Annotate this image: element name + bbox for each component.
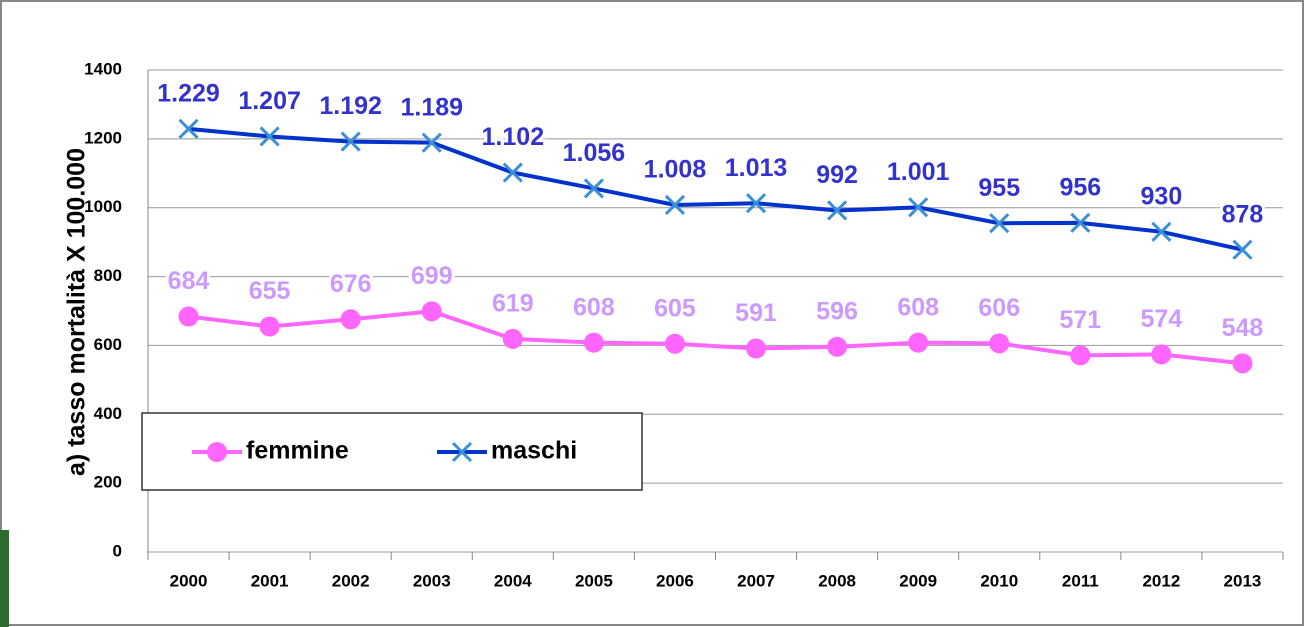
data-label: 699 xyxy=(411,262,453,290)
data-label: 591 xyxy=(735,299,777,327)
point xyxy=(1232,239,1253,260)
point xyxy=(745,193,767,214)
edge-strip xyxy=(0,530,9,627)
point xyxy=(259,126,280,147)
data-label: 608 xyxy=(573,293,615,321)
series-line xyxy=(188,309,1243,366)
point xyxy=(1070,345,1091,366)
point xyxy=(664,333,685,354)
data-label: 1.207 xyxy=(238,87,301,115)
legend-marker xyxy=(207,442,227,462)
y-tick-label: 0 xyxy=(113,541,122,560)
x-tick-label: 2012 xyxy=(1142,571,1180,590)
y-axis-label: a) tasso mortalità X 100.000 xyxy=(63,148,91,476)
data-label: 619 xyxy=(492,289,534,317)
data-label: 1.189 xyxy=(400,93,463,121)
point xyxy=(1151,344,1172,365)
point xyxy=(664,194,686,216)
point xyxy=(827,200,848,221)
data-label: 992 xyxy=(816,161,858,189)
y-tick-label: 400 xyxy=(94,404,122,423)
data-label: 878 xyxy=(1222,200,1264,228)
data-label: 1.192 xyxy=(319,92,382,120)
x-tick-label: 2005 xyxy=(575,571,613,590)
point xyxy=(1232,353,1253,374)
data-label: 684 xyxy=(168,267,210,295)
y-tick-label: 800 xyxy=(94,266,122,285)
point xyxy=(421,132,442,153)
data-label: 1.008 xyxy=(644,156,707,184)
point xyxy=(502,328,523,349)
data-label: 574 xyxy=(1141,305,1183,333)
x-tick-label: 2004 xyxy=(494,571,532,590)
series-line xyxy=(188,126,1243,252)
data-label: 1.013 xyxy=(725,154,788,182)
point xyxy=(827,336,848,357)
x-tick-label: 2003 xyxy=(413,571,451,590)
data-label: 548 xyxy=(1222,314,1264,342)
data-label: 1.056 xyxy=(563,139,626,167)
x-tick-label: 2007 xyxy=(737,571,775,590)
data-label: 930 xyxy=(1141,182,1183,210)
data-label: 608 xyxy=(897,293,939,321)
point xyxy=(178,306,199,327)
x-tick-label: 2009 xyxy=(899,571,937,590)
data-label: 655 xyxy=(249,277,291,305)
data-label: 676 xyxy=(330,270,372,298)
point xyxy=(989,333,1010,354)
data-label: 606 xyxy=(978,294,1020,322)
point xyxy=(340,131,361,152)
point xyxy=(908,332,929,353)
legend-label: femmine xyxy=(246,437,349,465)
point xyxy=(340,309,361,330)
data-label: 1.102 xyxy=(482,123,545,151)
data-label: 605 xyxy=(654,294,696,322)
point xyxy=(178,118,199,139)
point xyxy=(908,197,929,218)
data-label: 596 xyxy=(816,297,858,325)
point xyxy=(1070,212,1091,233)
legend-label: maschi xyxy=(491,437,577,465)
x-tick-label: 2006 xyxy=(656,571,694,590)
y-tick-label: 600 xyxy=(94,335,122,354)
x-tick-label: 2001 xyxy=(251,571,289,590)
point xyxy=(583,178,604,199)
legend-marker xyxy=(451,441,473,463)
point xyxy=(421,301,442,322)
data-label: 1.229 xyxy=(157,79,220,107)
data-label: 955 xyxy=(978,174,1020,202)
y-tick-label: 200 xyxy=(94,473,122,492)
point xyxy=(502,162,523,183)
x-tick-label: 2002 xyxy=(332,571,370,590)
x-tick-label: 2011 xyxy=(1062,571,1099,590)
point xyxy=(989,213,1010,234)
point xyxy=(1151,221,1172,242)
point xyxy=(583,332,604,353)
x-tick-label: 2013 xyxy=(1224,571,1262,590)
x-tick-label: 2008 xyxy=(818,571,856,590)
y-tick-label: 1400 xyxy=(84,59,122,78)
point xyxy=(259,316,280,337)
data-label: 571 xyxy=(1059,306,1101,334)
y-tick-label: 1000 xyxy=(84,197,122,216)
point xyxy=(746,338,767,359)
x-tick-label: 2000 xyxy=(170,571,208,590)
y-tick-label: 1200 xyxy=(84,128,122,147)
data-label: 956 xyxy=(1059,173,1101,201)
x-tick-label: 2010 xyxy=(980,571,1018,590)
data-label: 1.001 xyxy=(887,158,950,186)
